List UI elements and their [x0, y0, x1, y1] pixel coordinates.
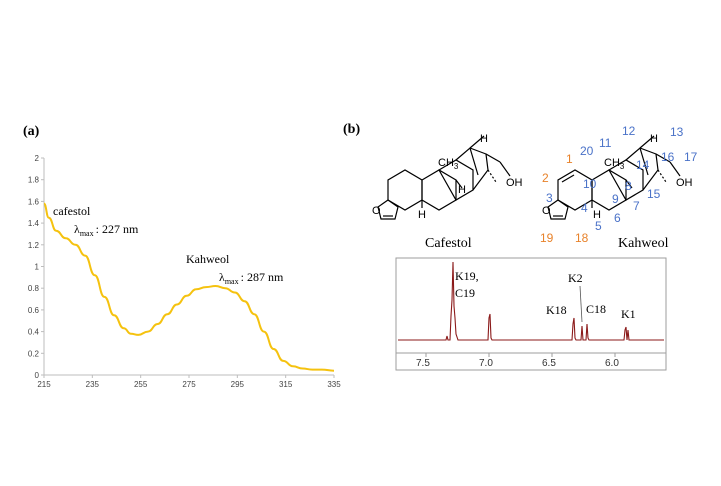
nmr-tick-6.0: 6.0 [605, 358, 619, 369]
y-tick-label: 1.8 [28, 176, 40, 185]
x-tick-label: 235 [86, 380, 100, 389]
cafestol-structure [377, 135, 511, 220]
cafestol-h-label-mid: H [458, 184, 466, 196]
atom-number-10: 10 [583, 177, 597, 191]
atom-number-8: 8 [625, 179, 632, 193]
cafestol-o-label: O [372, 205, 381, 217]
nmr-tick-7.5: 7.5 [416, 358, 430, 369]
atom-number-14: 14 [636, 158, 650, 172]
nmr-tick-6.5: 6.5 [542, 358, 556, 369]
svg-text:CH3: CH3 [438, 157, 459, 171]
atom-number-3: 3 [546, 191, 553, 205]
uv-chart: 0 0.2 0.4 0.6 0.8 1 1.2 1.4 1.6 1.8 2 215 235 255 275… [28, 154, 341, 389]
y-tick-label: 0.2 [28, 349, 40, 358]
nmr-k2-leader [579, 285, 583, 323]
cafestol-h-label-low: H [418, 209, 426, 221]
y-tick-label: 1.2 [28, 241, 40, 250]
cafestol-h-label-top: H [480, 133, 488, 145]
atom-number-19: 19 [540, 231, 554, 245]
nmr-tick-7.0: 7.0 [479, 358, 493, 369]
nmr-label-k2: K2 [568, 271, 583, 285]
atom-number-1: 1 [566, 152, 573, 166]
uv-series-line [43, 202, 335, 372]
atom-number-13: 13 [670, 125, 684, 139]
x-tick-label: 215 [37, 380, 51, 389]
kahweol-annotation: Kahweol [186, 252, 230, 266]
atom-number-2: 2 [542, 171, 549, 185]
atom-number-20: 20 [580, 144, 594, 158]
nmr-label-k19: K19, [455, 269, 479, 283]
atom-number-18: 18 [575, 231, 589, 245]
x-tick-label: 295 [231, 380, 245, 389]
atom-number-16: 16 [661, 150, 675, 164]
kahweol-h-label-low: H [593, 209, 601, 221]
kahweol-structure [547, 135, 681, 220]
kahweol-numbering: 1 2 19 18 20 11 12 13 16 17 14 15 10 9 8… [540, 124, 698, 245]
atom-number-15: 15 [647, 187, 661, 201]
atom-number-4: 4 [581, 201, 588, 215]
atom-number-5: 5 [595, 219, 602, 233]
svg-text:λmax: 227 nm: λmax: 227 nm [74, 222, 139, 238]
nmr-label-k18: K18 [546, 303, 567, 317]
panel-b-label: (b) [343, 122, 360, 137]
nmr-spectrum: K19, C19 K2 K18 C18 K1 7.5 7.0 6.5 6.0 [395, 257, 667, 371]
atom-number-11: 11 [599, 136, 612, 150]
atom-number-12: 12 [622, 124, 636, 138]
x-tick-label: 315 [279, 380, 293, 389]
x-tick-label: 275 [182, 380, 196, 389]
atom-number-17: 17 [684, 150, 698, 164]
y-tick-label: 0.4 [28, 328, 40, 337]
y-tick-label: 0 [35, 371, 40, 380]
kahweol-o-label: O [542, 205, 551, 217]
kahweol-name: Kahweol [618, 236, 669, 251]
kahweol-ch3-label: CH3 [604, 157, 625, 171]
svg-text:λmax: 287 nm: λmax: 287 nm [219, 270, 284, 286]
nmr-label-k1: K1 [621, 307, 636, 321]
cafestol-name: Cafestol [425, 236, 472, 251]
nmr-frame [395, 257, 667, 371]
x-tick-label: 335 [327, 380, 341, 389]
y-tick-label: 0.6 [28, 306, 40, 315]
y-tick-label: 1.6 [28, 197, 40, 206]
kahweol-h-label-top: H [650, 133, 658, 145]
kahweol-oh-label: OH [676, 177, 693, 189]
svg-text:CH3: CH3 [604, 157, 625, 171]
nmr-baseline-trace [398, 261, 664, 341]
atom-number-9: 9 [612, 192, 619, 206]
atom-number-7: 7 [633, 199, 640, 213]
cafestol-annotation: cafestol [53, 204, 91, 218]
y-tick-label: 1.4 [28, 219, 40, 228]
panel-a-label: (a) [23, 124, 40, 139]
cafestol-ch3-label: CH3 [438, 157, 459, 171]
y-tick-label: 2 [35, 154, 40, 163]
y-tick-label: 1 [35, 263, 40, 272]
x-tick-label: 255 [134, 380, 148, 389]
y-tick-label: 0.8 [28, 284, 40, 293]
nmr-label-c18: C18 [586, 302, 606, 316]
cafestol-lambda-annotation: λmax: 227 nm [74, 222, 139, 238]
atom-number-6: 6 [614, 211, 621, 225]
cafestol-oh-label: OH [506, 177, 523, 189]
nmr-label-c19: C19 [455, 286, 475, 300]
nmr-ticks [425, 353, 616, 357]
kahweol-lambda-annotation: λmax: 287 nm [219, 270, 284, 286]
